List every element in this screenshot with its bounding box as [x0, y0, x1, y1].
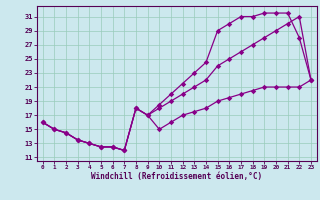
X-axis label: Windchill (Refroidissement éolien,°C): Windchill (Refroidissement éolien,°C) — [91, 172, 262, 181]
